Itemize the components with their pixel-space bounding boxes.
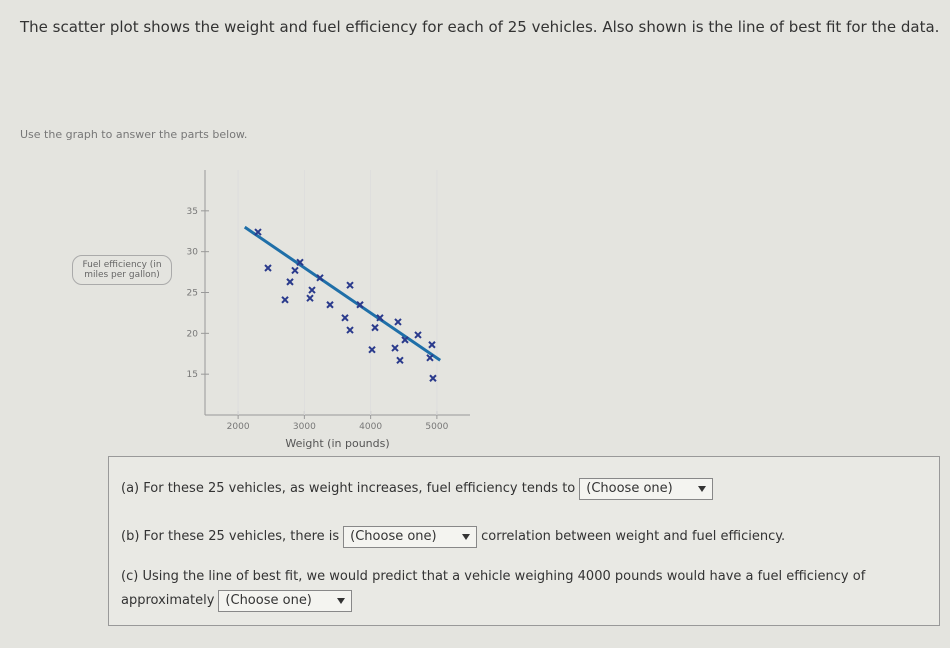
data-point xyxy=(391,344,399,352)
y-tick-label: 25 xyxy=(187,289,198,299)
dropdown-arrow xyxy=(698,486,707,492)
data-point xyxy=(368,345,376,354)
data-point xyxy=(401,336,409,344)
x-tick-label: 3000 xyxy=(293,422,316,432)
arrow xyxy=(337,598,346,604)
data-point xyxy=(371,323,379,332)
dropdown[interactable]: (Choose one) xyxy=(343,526,478,548)
question: (b) For these 25 vehicles, there is (Choo… xyxy=(121,525,921,549)
question-after: correlation between weight and fuel effi… xyxy=(481,529,786,544)
data-point xyxy=(291,266,299,275)
data-point xyxy=(316,274,324,282)
x-tick-label: 5000 xyxy=(425,422,448,432)
y-axis-label: Fuel efficiency (in miles per gallon) xyxy=(72,255,172,285)
intro: The scatter plot shows the weight and fu… xyxy=(20,18,940,36)
question-label: (a) xyxy=(121,481,140,496)
dropdown[interactable]: (Choose one) xyxy=(579,478,714,500)
data-point xyxy=(356,301,364,309)
best-fit-line xyxy=(243,225,442,362)
arrow xyxy=(698,486,707,492)
question-text: Using the line of best fit, we would pre… xyxy=(121,569,866,608)
y-tick-label: 20 xyxy=(187,329,199,339)
data-point xyxy=(281,296,289,304)
data-point xyxy=(341,314,349,322)
data-point xyxy=(306,294,314,302)
question-label: (b) xyxy=(121,529,140,544)
data-point xyxy=(296,258,304,266)
question-label: (c) xyxy=(121,569,139,584)
data-point xyxy=(264,264,272,272)
dropdown-text: (Choose one) xyxy=(225,593,312,608)
data-point xyxy=(286,278,294,286)
data-point xyxy=(429,374,437,382)
question-text: For these 25 vehicles, there is xyxy=(143,529,340,544)
data-point xyxy=(414,331,422,339)
data-point xyxy=(254,228,262,236)
dropdown-arrow xyxy=(337,598,346,604)
dropdown-text: (Choose one) xyxy=(586,481,673,496)
instruction: Use the graph to answer the parts below. xyxy=(20,128,248,141)
questions: (a) For these 25 vehicles, as weight inc… xyxy=(108,456,940,626)
x-axis-label: Weight (in pounds) xyxy=(285,437,389,450)
dropdown[interactable]: (Choose one) xyxy=(218,590,353,612)
dropdown-arrow xyxy=(462,534,471,540)
data-point xyxy=(394,318,402,326)
data-point xyxy=(346,281,354,289)
y-tick-label: 35 xyxy=(187,207,198,217)
data-point xyxy=(426,354,434,362)
data-point xyxy=(326,301,334,309)
dropdown-text: (Choose one) xyxy=(350,529,437,544)
question: (a) For these 25 vehicles, as weight inc… xyxy=(121,477,921,501)
question: (c) Using the line of best fit, we would… xyxy=(121,565,921,613)
data-point xyxy=(428,341,436,349)
question-text: For these 25 vehicles, as weight increas… xyxy=(143,481,576,496)
y-tick-label: 30 xyxy=(187,248,199,258)
x-tick-label: 2000 xyxy=(227,422,250,432)
data-point xyxy=(396,356,404,364)
data-point xyxy=(346,326,354,334)
data-point xyxy=(308,286,316,294)
data-point xyxy=(376,314,384,322)
y-tick-label: 15 xyxy=(187,370,198,380)
x-tick-label: 4000 xyxy=(359,422,382,432)
arrow xyxy=(462,534,471,540)
